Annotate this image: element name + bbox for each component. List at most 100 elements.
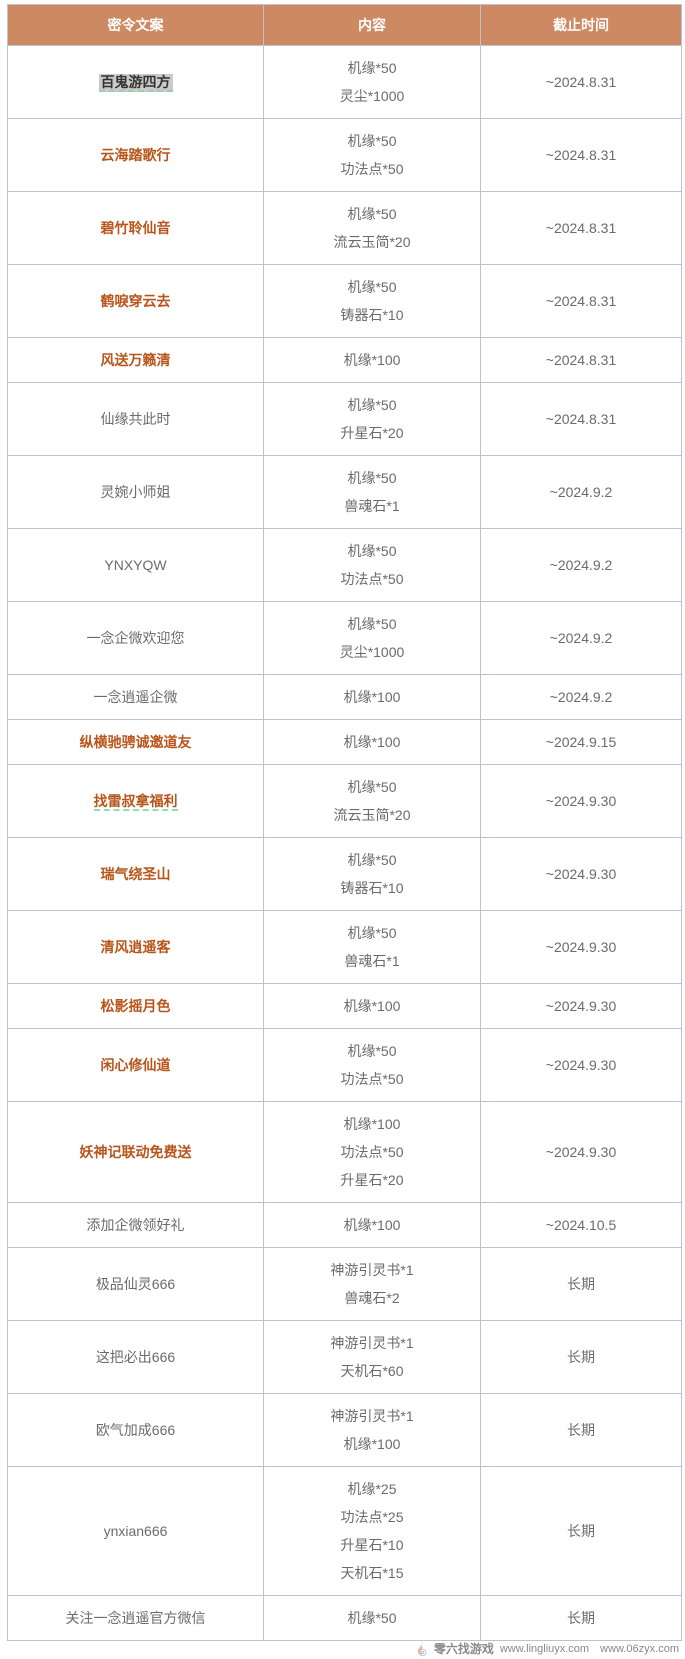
rewards-cell: 机缘*50 灵尘*1000 bbox=[263, 601, 481, 675]
rewards-cell: 机缘*100 功法点*50 升星石*20 bbox=[263, 1101, 481, 1203]
deadline-cell: ~2024.8.31 bbox=[480, 191, 682, 265]
reward-item: 机缘*50 bbox=[347, 279, 397, 295]
gift-code[interactable]: 添加企微领好礼 bbox=[86, 1217, 185, 1233]
rewards-cell: 机缘*100 bbox=[263, 983, 481, 1029]
table-row: 风送万籁清 机缘*100 ~2024.8.31 bbox=[7, 337, 682, 383]
gift-code[interactable]: 纵横驰骋诚邀道友 bbox=[79, 734, 192, 750]
watermark-urls: www.lingliuyx.com www.06zyx.com bbox=[499, 1643, 679, 1655]
reward-item: 升星石*20 bbox=[340, 1172, 404, 1188]
code-cell: 百鬼游四方 bbox=[7, 45, 264, 119]
gift-code[interactable]: 闲心修仙道 bbox=[100, 1057, 171, 1073]
reward-item: 天机石*60 bbox=[340, 1363, 404, 1379]
gift-code[interactable]: 鹤唳穿云去 bbox=[100, 293, 171, 309]
code-cell: 云海踏歌行 bbox=[7, 118, 264, 192]
code-cell: YNXYQW bbox=[7, 528, 264, 602]
gift-code[interactable]: 妖神记联动免费送 bbox=[79, 1144, 192, 1160]
header-deadline: 截止时间 bbox=[480, 4, 682, 46]
deadline-cell: ~2024.8.31 bbox=[480, 118, 682, 192]
table-row: 添加企微领好礼 机缘*100 ~2024.10.5 bbox=[7, 1202, 682, 1248]
table-row: 妖神记联动免费送 机缘*100 功法点*50 升星石*20 ~2024.9.30 bbox=[7, 1101, 682, 1203]
gift-code[interactable]: 找雷叔拿福利 bbox=[93, 793, 178, 811]
reward-item: 灵尘*1000 bbox=[339, 88, 405, 104]
code-cell: 找雷叔拿福利 bbox=[7, 764, 264, 838]
rewards-cell: 机缘*50 兽魂石*1 bbox=[263, 455, 481, 529]
gift-code[interactable]: 百鬼游四方 bbox=[98, 74, 173, 92]
deadline-cell: ~2024.9.30 bbox=[480, 1028, 682, 1102]
gift-code[interactable]: 这把必出666 bbox=[95, 1349, 176, 1365]
gift-code[interactable]: 云海踏歌行 bbox=[100, 147, 171, 163]
gift-code[interactable]: 风送万籁清 bbox=[100, 352, 171, 368]
deadline-cell: ~2024.9.30 bbox=[480, 1101, 682, 1203]
table-row: 欧气加成666 神游引灵书*1 机缘*100 长期 bbox=[7, 1393, 682, 1467]
code-cell: 仙缘共此时 bbox=[7, 382, 264, 456]
gift-code[interactable]: ynxian666 bbox=[103, 1523, 168, 1539]
deadline-cell: ~2024.9.30 bbox=[480, 910, 682, 984]
reward-item: 机缘*50 bbox=[347, 852, 397, 868]
gift-code[interactable]: 极品仙灵666 bbox=[95, 1276, 176, 1292]
deadline-cell: ~2024.9.30 bbox=[480, 837, 682, 911]
reward-item: 机缘*50 bbox=[347, 60, 397, 76]
reward-item: 神游引灵书*1 bbox=[330, 1262, 414, 1278]
code-cell: 欧气加成666 bbox=[7, 1393, 264, 1467]
deadline-cell: 长期 bbox=[480, 1393, 682, 1467]
watermark-name: 零六找游戏 bbox=[433, 1642, 494, 1656]
reward-item: 机缘*50 bbox=[347, 470, 397, 486]
reward-item: 功法点*25 bbox=[340, 1509, 404, 1525]
gift-code[interactable]: 瑞气绕圣山 bbox=[100, 866, 171, 882]
table-row: 清风逍遥客 机缘*50 兽魂石*1 ~2024.9.30 bbox=[7, 910, 682, 984]
table-row: 极品仙灵666 神游引灵书*1 兽魂石*2 长期 bbox=[7, 1247, 682, 1321]
rewards-cell: 机缘*100 bbox=[263, 674, 481, 720]
rewards-cell: 机缘*100 bbox=[263, 337, 481, 383]
gift-code[interactable]: 灵婉小师姐 bbox=[100, 484, 171, 500]
gift-code[interactable]: 碧竹聆仙音 bbox=[100, 220, 171, 236]
rewards-cell: 神游引灵书*1 兽魂石*2 bbox=[263, 1247, 481, 1321]
reward-item: 机缘*100 bbox=[343, 1217, 401, 1233]
code-cell: 松影摇月色 bbox=[7, 983, 264, 1029]
table-row: 纵横驰骋诚邀道友 机缘*100 ~2024.9.15 bbox=[7, 719, 682, 765]
reward-item: 铸器石*10 bbox=[340, 880, 404, 896]
reward-item: 功法点*50 bbox=[340, 161, 404, 177]
code-cell: 妖神记联动免费送 bbox=[7, 1101, 264, 1203]
gift-code[interactable]: 清风逍遥客 bbox=[100, 939, 171, 955]
rewards-cell: 机缘*50 功法点*50 bbox=[263, 118, 481, 192]
code-cell: 一念企微欢迎您 bbox=[7, 601, 264, 675]
deadline-cell: ~2024.10.5 bbox=[480, 1202, 682, 1248]
deadline-cell: ~2024.8.31 bbox=[480, 382, 682, 456]
rewards-cell: 机缘*50 灵尘*1000 bbox=[263, 45, 481, 119]
deadline-cell: 长期 bbox=[480, 1466, 682, 1596]
gift-code[interactable]: 欧气加成666 bbox=[95, 1422, 176, 1438]
reward-item: 灵尘*1000 bbox=[339, 644, 405, 660]
gift-code[interactable]: 一念逍遥企微 bbox=[93, 689, 178, 705]
gift-code[interactable]: 一念企微欢迎您 bbox=[86, 630, 185, 646]
gift-code[interactable]: YNXYQW bbox=[104, 557, 167, 573]
table-row: 鹤唳穿云去 机缘*50 铸器石*10 ~2024.8.31 bbox=[7, 264, 682, 338]
deadline-cell: ~2024.9.30 bbox=[480, 764, 682, 838]
code-cell: 关注一念逍遥官方微信 bbox=[7, 1595, 264, 1641]
table-row: 碧竹聆仙音 机缘*50 流云玉简*20 ~2024.8.31 bbox=[7, 191, 682, 265]
reward-item: 机缘*25 bbox=[347, 1481, 397, 1497]
table-row: 这把必出666 神游引灵书*1 天机石*60 长期 bbox=[7, 1320, 682, 1394]
rewards-cell: 机缘*50 流云玉简*20 bbox=[263, 764, 481, 838]
table-row: 关注一念逍遥官方微信 机缘*50 长期 bbox=[7, 1595, 682, 1641]
reward-item: 升星石*20 bbox=[340, 425, 404, 441]
gift-code-table: 密令文案 内容 截止时间 百鬼游四方 机缘*50 灵尘*1000 ~2024.8.31… bbox=[7, 4, 682, 1641]
table-row: 一念逍遥企微 机缘*100 ~2024.9.2 bbox=[7, 674, 682, 720]
rewards-cell: 神游引灵书*1 天机石*60 bbox=[263, 1320, 481, 1394]
table-row: 云海踏歌行 机缘*50 功法点*50 ~2024.8.31 bbox=[7, 118, 682, 192]
reward-item: 功法点*50 bbox=[340, 1071, 404, 1087]
reward-item: 神游引灵书*1 bbox=[330, 1335, 414, 1351]
reward-item: 升星石*10 bbox=[340, 1537, 404, 1553]
code-cell: 添加企微领好礼 bbox=[7, 1202, 264, 1248]
flame-logo-icon bbox=[417, 1641, 427, 1657]
reward-item: 机缘*50 bbox=[347, 397, 397, 413]
gift-code[interactable]: 松影摇月色 bbox=[100, 998, 171, 1014]
rewards-cell: 机缘*50 bbox=[263, 1595, 481, 1641]
reward-item: 机缘*50 bbox=[347, 1610, 397, 1626]
code-cell: 风送万籁清 bbox=[7, 337, 264, 383]
rewards-cell: 神游引灵书*1 机缘*100 bbox=[263, 1393, 481, 1467]
table-row: 找雷叔拿福利 机缘*50 流云玉简*20 ~2024.9.30 bbox=[7, 764, 682, 838]
gift-code[interactable]: 关注一念逍遥官方微信 bbox=[65, 1610, 206, 1626]
table-row: 百鬼游四方 机缘*50 灵尘*1000 ~2024.8.31 bbox=[7, 45, 682, 119]
gift-code[interactable]: 仙缘共此时 bbox=[100, 411, 171, 427]
deadline-cell: ~2024.9.2 bbox=[480, 674, 682, 720]
